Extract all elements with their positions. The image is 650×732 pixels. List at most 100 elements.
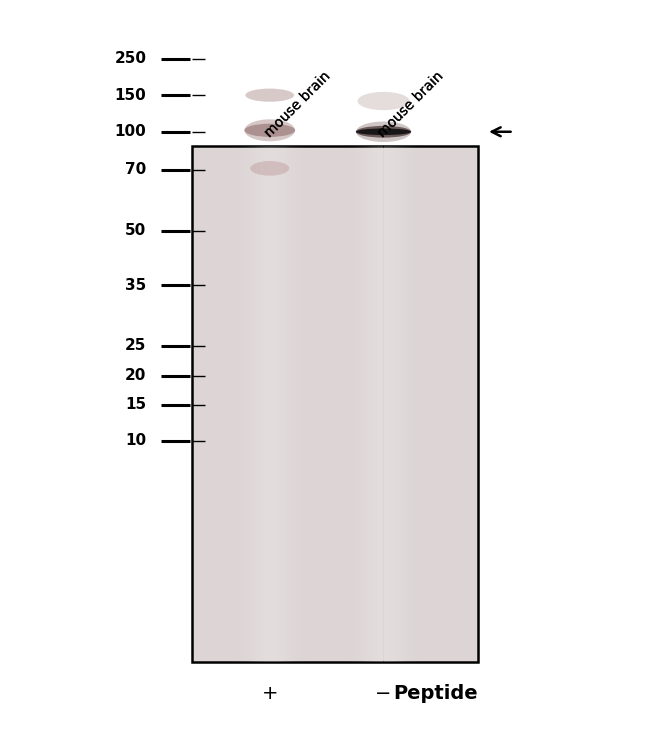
Bar — [420, 146, 421, 662]
Bar — [387, 146, 389, 662]
Bar — [307, 146, 309, 662]
Text: 35: 35 — [125, 278, 146, 293]
Bar — [356, 146, 357, 662]
Text: 100: 100 — [114, 124, 146, 139]
Bar — [378, 146, 380, 662]
Bar — [302, 146, 304, 662]
Bar — [358, 146, 359, 662]
Text: 25: 25 — [125, 338, 146, 353]
Bar — [272, 146, 274, 662]
Bar — [274, 146, 275, 662]
Bar — [370, 146, 371, 662]
Bar — [365, 146, 366, 662]
Bar — [244, 146, 246, 662]
Bar — [422, 146, 424, 662]
Bar — [254, 146, 255, 662]
Bar — [243, 146, 244, 662]
Bar — [309, 146, 310, 662]
Bar — [371, 146, 372, 662]
Bar — [398, 146, 400, 662]
Bar — [354, 146, 356, 662]
Bar — [229, 146, 231, 662]
Text: 50: 50 — [125, 223, 146, 238]
Bar — [401, 146, 402, 662]
Bar — [267, 146, 268, 662]
Bar — [292, 146, 294, 662]
Ellipse shape — [358, 92, 410, 110]
Bar — [344, 146, 346, 662]
Bar — [367, 146, 369, 662]
Bar — [296, 146, 298, 662]
Bar — [410, 146, 411, 662]
Bar — [359, 146, 361, 662]
Bar — [281, 146, 282, 662]
Bar — [289, 146, 290, 662]
Bar — [233, 146, 235, 662]
Bar — [306, 146, 307, 662]
Bar — [361, 146, 362, 662]
Bar — [246, 146, 247, 662]
Bar — [374, 146, 376, 662]
Bar — [304, 146, 305, 662]
Bar — [250, 146, 251, 662]
Bar — [400, 146, 401, 662]
Bar — [408, 146, 409, 662]
Bar — [384, 146, 385, 662]
Bar — [301, 146, 302, 662]
Bar — [366, 146, 367, 662]
Text: mouse brain: mouse brain — [262, 70, 333, 141]
Bar — [261, 146, 262, 662]
Bar — [343, 146, 344, 662]
Bar — [305, 146, 306, 662]
Text: 10: 10 — [125, 433, 146, 448]
Text: 20: 20 — [125, 368, 146, 383]
Bar — [390, 146, 391, 662]
Bar — [268, 146, 270, 662]
Bar — [247, 146, 248, 662]
Bar — [369, 146, 370, 662]
Text: 15: 15 — [125, 397, 146, 412]
Bar — [415, 146, 416, 662]
Bar — [291, 146, 292, 662]
Ellipse shape — [244, 119, 295, 141]
Bar — [262, 146, 263, 662]
Bar — [406, 146, 408, 662]
Bar — [290, 146, 291, 662]
Bar — [295, 146, 296, 662]
Bar — [235, 146, 236, 662]
Bar — [396, 146, 397, 662]
Bar — [275, 146, 276, 662]
Bar — [298, 146, 299, 662]
Text: +: + — [261, 684, 278, 703]
Bar — [237, 146, 239, 662]
Bar — [239, 146, 240, 662]
Bar — [397, 146, 398, 662]
Bar — [257, 146, 259, 662]
Bar — [380, 146, 381, 662]
Bar — [294, 146, 295, 662]
Bar — [242, 146, 243, 662]
Bar — [402, 146, 404, 662]
Text: Peptide: Peptide — [393, 684, 478, 703]
Text: mouse brain: mouse brain — [375, 70, 446, 141]
Bar — [192, 146, 478, 662]
Bar — [413, 146, 415, 662]
Bar — [376, 146, 377, 662]
Text: 150: 150 — [114, 88, 146, 102]
Bar — [363, 146, 365, 662]
Bar — [416, 146, 417, 662]
Bar — [393, 146, 395, 662]
Text: mouse brain: mouse brain — [375, 70, 446, 141]
Bar — [419, 146, 420, 662]
Bar — [276, 146, 278, 662]
Bar — [377, 146, 378, 662]
Bar — [299, 146, 301, 662]
Text: −: − — [375, 684, 392, 703]
Bar — [240, 146, 242, 662]
Bar — [372, 146, 374, 662]
Text: mouse brain: mouse brain — [262, 70, 333, 141]
Bar — [381, 146, 382, 662]
Bar — [409, 146, 410, 662]
Bar — [405, 146, 406, 662]
Bar — [259, 146, 261, 662]
